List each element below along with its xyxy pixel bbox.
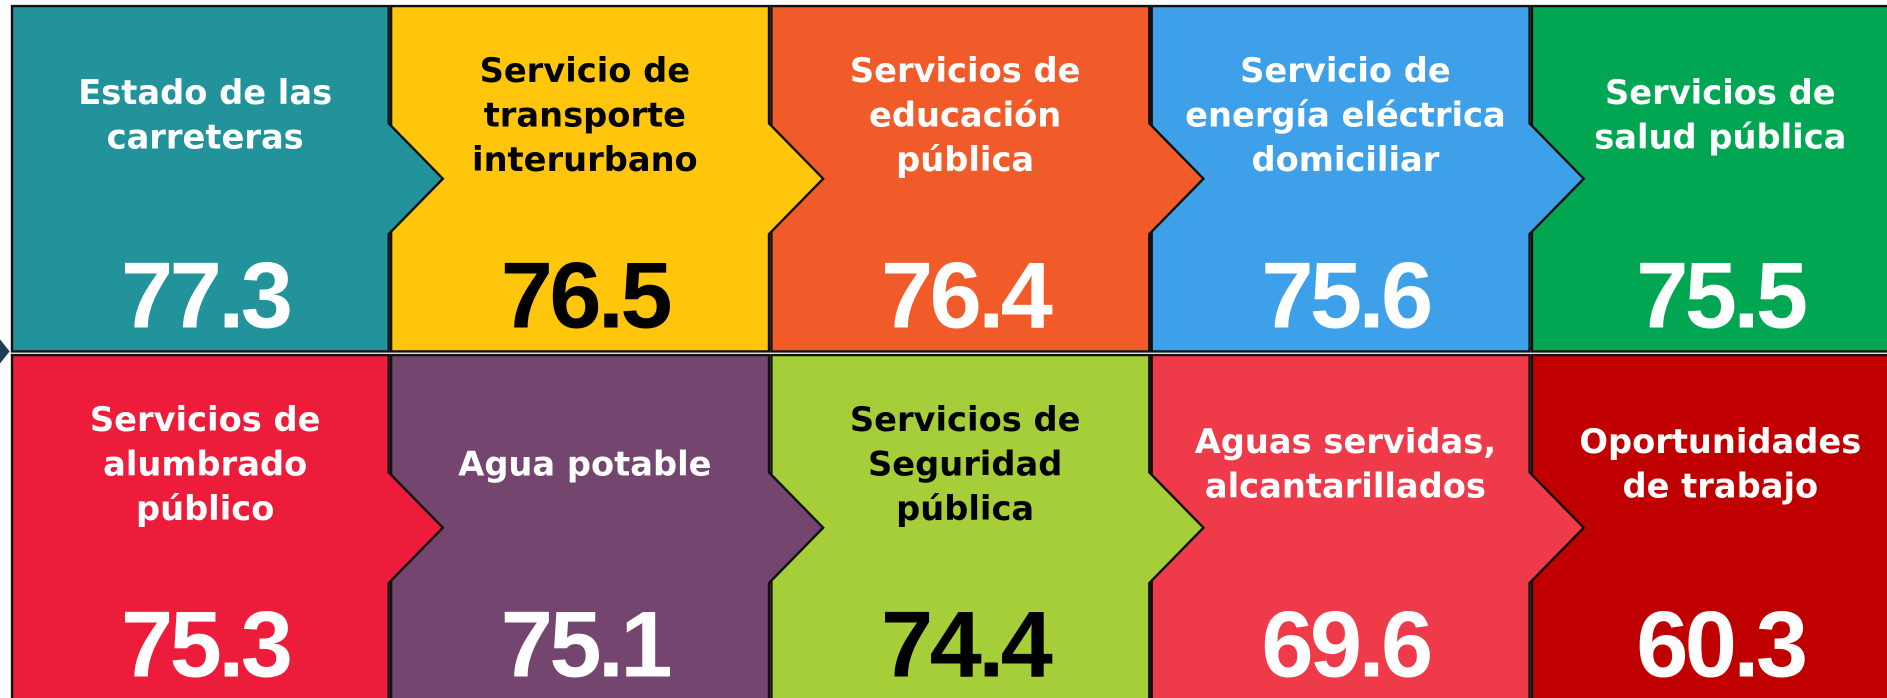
tile: Estado de las carreteras 77.3 — [10, 4, 445, 353]
tile-label: alumbrado — [103, 444, 307, 483]
tile: Servicio de energía eléctrica domiciliar 75… — [1150, 4, 1586, 353]
tile-label: Servicios de — [850, 51, 1081, 90]
tile-shape — [10, 4, 445, 353]
tile-label: carreteras — [107, 118, 304, 157]
tile-value: 74.4 — [881, 591, 1053, 696]
tile-label: Aguas servidas, — [1195, 422, 1496, 461]
tile-shape — [389, 353, 825, 698]
tile-label: de trabajo — [1622, 467, 1818, 506]
tile-value: 76.5 — [501, 242, 671, 347]
tile-shape — [10, 353, 445, 698]
tile-value: 75.3 — [121, 591, 290, 696]
tile: Oportunidades de trabajo 60.3 — [1530, 353, 1887, 698]
tile-label: Agua potable — [458, 444, 711, 483]
tile-label: Servicio de — [1240, 51, 1451, 90]
tile-label: domiciliar — [1252, 140, 1440, 179]
tile-label: Oportunidades — [1579, 422, 1861, 461]
tile-label: Servicios de — [1605, 73, 1836, 112]
tile-label: interurbano — [472, 140, 698, 179]
tile-label: educación — [869, 95, 1061, 134]
tile: Servicios de educación pública 76.4 — [770, 4, 1206, 353]
tile: Servicios de salud pública 75.5 — [1530, 4, 1887, 353]
tile-value: 75.6 — [1261, 242, 1430, 347]
tile: Servicios de Seguridad pública 74.4 — [770, 353, 1206, 698]
tile-label: público — [136, 489, 274, 528]
tile-label: Servicios de — [90, 400, 321, 439]
tile-value: 75.1 — [501, 591, 671, 696]
tile-shape — [770, 353, 1206, 698]
tile-label: pública — [896, 140, 1034, 179]
tile-label: energía eléctrica — [1185, 95, 1506, 134]
tile: Servicio de transporte interurbano 76.5 — [389, 4, 825, 353]
tile-shape — [770, 4, 1206, 353]
tile-shape — [389, 4, 825, 353]
tile: Servicios de alumbrado público 75.3 — [10, 353, 445, 698]
tile-label: Servicios de — [850, 400, 1081, 439]
tile-label: Servicio de — [480, 51, 691, 90]
tile-value: 76.4 — [881, 242, 1053, 347]
tile-value: 60.3 — [1636, 591, 1805, 696]
tile-value: 75.5 — [1636, 242, 1806, 347]
tile: Agua potable 75.1 — [389, 353, 825, 698]
tile-label: Seguridad — [868, 444, 1062, 483]
tile-shape — [1530, 353, 1887, 698]
edge-decoration — [0, 339, 10, 364]
tile-shape — [1150, 4, 1586, 353]
tile-shape — [1530, 4, 1887, 353]
tile-label: pública — [896, 489, 1034, 528]
tile-value: 69.6 — [1261, 591, 1430, 696]
tile-label: transporte — [484, 95, 686, 134]
tile: Aguas servidas, alcantarillados 69.6 — [1150, 353, 1586, 698]
tile-label: alcantarillados — [1205, 467, 1486, 506]
tile-label: Estado de las — [78, 73, 332, 112]
tile-label: salud pública — [1594, 118, 1846, 157]
tile-value: 77.3 — [121, 242, 290, 347]
tile-shape — [1150, 353, 1586, 698]
